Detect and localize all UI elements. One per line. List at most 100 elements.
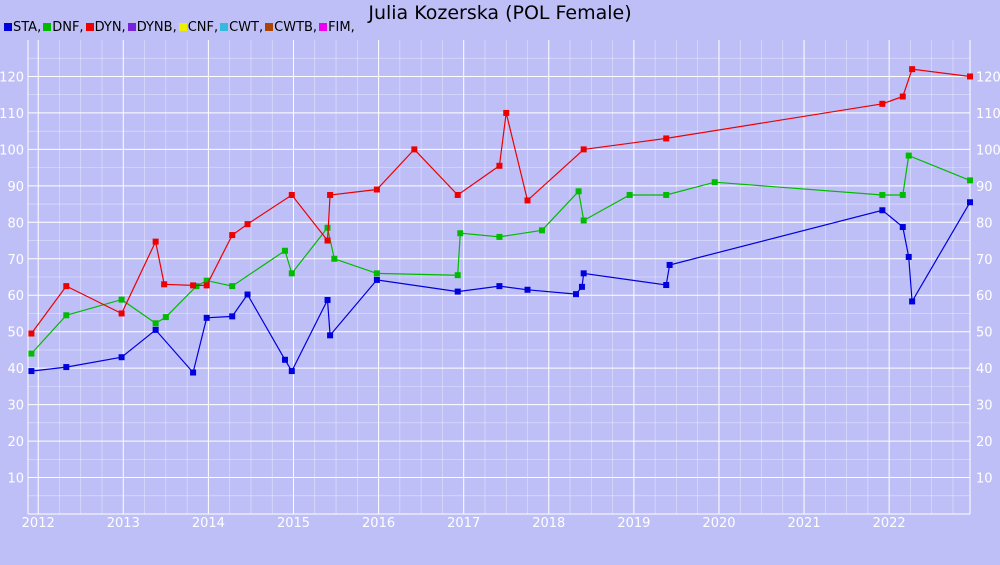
x-tick-label: 2020 [702, 516, 735, 531]
y-tick-label-left: 40 [7, 362, 24, 377]
data-point-dyn [190, 282, 197, 289]
legend-item: CWT, [220, 20, 263, 35]
data-point-dnf [711, 179, 718, 186]
data-point-sta [118, 354, 125, 361]
data-point-dyn [28, 330, 35, 337]
y-tick-label-right: 110 [976, 107, 1000, 122]
y-tick-label-right: 10 [976, 472, 993, 487]
data-point-dyn [663, 135, 670, 142]
data-point-sta [373, 276, 380, 283]
data-point-dyn [288, 191, 295, 198]
data-point-dnf [229, 283, 236, 290]
legend-swatch [220, 23, 229, 31]
data-point-dnf [28, 350, 35, 357]
data-point-dyn [411, 146, 418, 153]
data-point-sta [496, 283, 503, 290]
data-point-sta [288, 368, 295, 375]
data-point-sta [244, 291, 251, 298]
y-tick-label-left: 70 [7, 253, 24, 268]
x-tick-label: 2019 [617, 516, 650, 531]
legend-label: CWT, [229, 20, 264, 35]
data-point-dnf [496, 233, 503, 240]
data-point-sta [580, 270, 587, 277]
legend-item: DYN, [85, 20, 126, 35]
legend-swatch [127, 23, 136, 31]
data-point-dnf [899, 191, 906, 198]
legend-item: CWTB, [265, 20, 317, 35]
data-point-dyn [373, 186, 380, 193]
data-point-dnf [162, 314, 169, 321]
data-point-dnf [575, 188, 582, 195]
y-tick-label-left: 10 [7, 472, 24, 487]
data-point-sta [229, 313, 236, 320]
data-point-dnf [118, 296, 125, 303]
data-point-dnf [457, 230, 464, 237]
data-point-sta [578, 283, 585, 290]
data-point-sta [899, 224, 906, 231]
legend-swatch [178, 23, 187, 31]
y-tick-label-right: 100 [976, 143, 1000, 158]
y-tick-label-right: 40 [976, 362, 993, 377]
legend: STA, DNF, DYN, DYNB, CNF, CWT, CWTB, FIM, [4, 20, 357, 35]
legend-label: STA, [13, 20, 42, 35]
data-point-sta [454, 288, 461, 295]
data-point-dnf [288, 270, 295, 277]
data-point-dyn [63, 283, 70, 290]
y-tick-label-right: 50 [976, 326, 993, 341]
data-point-dnf [967, 177, 973, 184]
data-point-sta [203, 314, 210, 321]
data-point-dnf [63, 312, 70, 319]
x-tick-label: 2021 [788, 516, 821, 531]
y-tick-label-right: 90 [976, 180, 993, 195]
legend-label: DYNB, [136, 20, 177, 35]
data-point-dyn [967, 73, 973, 80]
data-point-sta [666, 261, 673, 268]
data-point-sta [63, 364, 70, 371]
data-point-dyn [454, 191, 461, 198]
data-point-dyn [909, 66, 916, 73]
y-tick-label-left: 80 [7, 216, 24, 231]
y-tick-label-left: 100 [0, 143, 24, 158]
x-tick-label: 2012 [22, 516, 55, 531]
data-point-dnf [454, 272, 461, 279]
y-tick-label-left: 120 [0, 70, 24, 85]
x-tick-label: 2013 [107, 516, 140, 531]
x-tick-label: 2017 [447, 516, 480, 531]
data-point-sta [967, 199, 973, 206]
data-point-dnf [152, 320, 159, 327]
series-line-dyn [30, 68, 971, 334]
legend-swatch [43, 23, 52, 31]
y-tick-label-left: 50 [7, 326, 24, 341]
y-tick-label-left: 30 [7, 399, 24, 414]
data-point-dyn [580, 146, 587, 153]
legend-label: CWTB, [274, 20, 318, 35]
legend-label: FIM, [328, 20, 355, 35]
y-tick-label-right: 70 [976, 253, 993, 268]
y-tick-label-left: 90 [7, 180, 24, 195]
data-point-dyn [118, 310, 125, 317]
data-point-dnf [663, 191, 670, 198]
data-point-dnf [331, 255, 338, 262]
data-point-sta [879, 207, 886, 214]
data-point-sta [524, 286, 531, 293]
data-point-dyn [244, 221, 251, 228]
data-point-dnf [879, 191, 886, 198]
x-tick-label: 2018 [532, 516, 565, 531]
legend-item: DNF, [43, 20, 84, 35]
data-point-sta [573, 291, 580, 298]
data-point-sta [663, 282, 670, 289]
data-point-sta [28, 368, 35, 375]
legend-swatch [265, 23, 274, 31]
data-point-dnf [281, 247, 288, 254]
data-point-sta [152, 326, 159, 333]
x-tick-label: 2016 [362, 516, 395, 531]
data-point-dnf [373, 270, 380, 277]
data-point-sta [281, 356, 288, 363]
data-point-dyn [496, 162, 503, 169]
data-point-dyn [324, 237, 331, 244]
data-point-sta [905, 253, 912, 260]
series-line-dnf [30, 154, 971, 355]
legend-item: FIM, [319, 20, 355, 35]
data-point-dyn [203, 282, 210, 289]
